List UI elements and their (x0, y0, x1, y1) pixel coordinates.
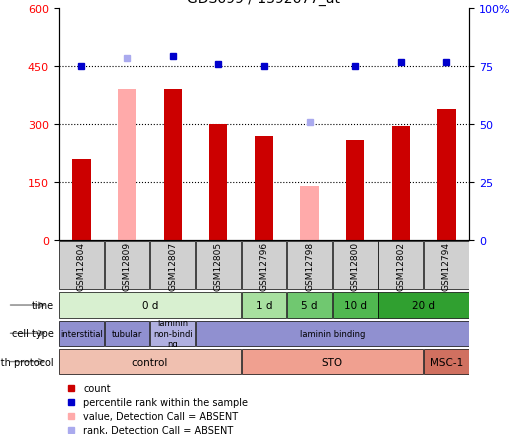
Bar (287, 242, 331, 290)
Title: GDS699 / 1392677_at: GDS699 / 1392677_at (187, 0, 340, 6)
Bar (59, 242, 104, 290)
Bar (209, 125, 227, 241)
Text: MSC-1: MSC-1 (429, 357, 462, 367)
Bar (195, 242, 240, 290)
Text: control: control (131, 357, 168, 367)
Text: GSM12800: GSM12800 (350, 241, 359, 290)
Text: 20 d: 20 d (411, 300, 434, 310)
Text: GSM12807: GSM12807 (168, 241, 177, 290)
Bar (287, 293, 331, 318)
Text: interstitial: interstitial (60, 329, 103, 338)
Bar (59, 321, 104, 346)
Text: GSM12798: GSM12798 (304, 241, 314, 290)
Bar (195, 321, 468, 346)
Bar (59, 293, 240, 318)
Bar (300, 187, 318, 241)
Text: GSM12805: GSM12805 (213, 241, 222, 290)
Text: 5 d: 5 d (301, 300, 317, 310)
Text: GSM12804: GSM12804 (77, 241, 86, 290)
Bar (104, 242, 149, 290)
Bar (150, 242, 194, 290)
Bar (59, 349, 240, 374)
Text: value, Detection Call = ABSENT: value, Detection Call = ABSENT (83, 411, 238, 421)
Text: cell type: cell type (12, 329, 53, 339)
Bar (332, 242, 377, 290)
Bar (423, 242, 468, 290)
Text: tubular: tubular (111, 329, 142, 338)
Text: 1 d: 1 d (255, 300, 272, 310)
Text: STO: STO (321, 357, 342, 367)
Bar (391, 127, 409, 241)
Bar (254, 136, 272, 241)
Bar (150, 321, 194, 346)
Text: GSM12796: GSM12796 (259, 241, 268, 290)
Text: laminin binding: laminin binding (299, 329, 364, 338)
Text: growth protocol: growth protocol (0, 357, 53, 367)
Text: GSM12809: GSM12809 (122, 241, 131, 290)
Bar (378, 242, 422, 290)
Text: 0 d: 0 d (142, 300, 158, 310)
Bar (118, 90, 136, 241)
Text: count: count (83, 383, 110, 393)
Bar (241, 293, 286, 318)
Bar (163, 90, 182, 241)
Text: GSM12802: GSM12802 (395, 241, 405, 290)
Bar (241, 242, 286, 290)
Bar (378, 293, 468, 318)
Bar (346, 140, 363, 241)
Text: rank, Detection Call = ABSENT: rank, Detection Call = ABSENT (83, 425, 233, 434)
Bar (332, 293, 377, 318)
Text: time: time (32, 300, 53, 310)
Bar (436, 109, 455, 241)
Bar (104, 321, 149, 346)
Text: GSM12794: GSM12794 (441, 241, 450, 290)
Bar (423, 349, 468, 374)
Bar (241, 349, 422, 374)
Text: 10 d: 10 d (343, 300, 366, 310)
Bar (72, 160, 91, 241)
Text: percentile rank within the sample: percentile rank within the sample (83, 397, 248, 407)
Text: laminin
non-bindi
ng: laminin non-bindi ng (153, 319, 192, 349)
